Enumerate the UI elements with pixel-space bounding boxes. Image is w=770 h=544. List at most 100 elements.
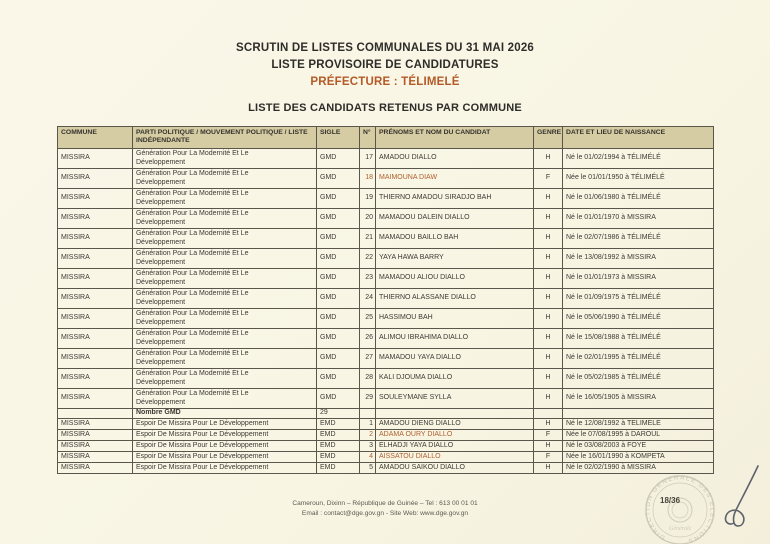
cell-num: 20	[359, 208, 376, 229]
candidate-row: MISSIRA Espoir De Missira Pour Le Dévelop…	[57, 429, 714, 441]
candidate-row: MISSIRA Espoir De Missira Pour Le Dévelop…	[57, 462, 714, 474]
column-header-5: GENRE	[533, 126, 563, 149]
cell-nom: KALI DJOUMA DIALLO	[375, 368, 534, 389]
footer-contacts: Email : contact@dge.gov.gn - Site Web: w…	[301, 510, 469, 517]
cell-genre: F	[533, 168, 563, 189]
cell-sigle: EMD	[316, 462, 360, 474]
cell-num: 23	[359, 268, 376, 289]
cell-commune: MISSIRA	[57, 188, 133, 209]
column-header-4: PRÉNOMS ET NOM DU CANDIDAT	[375, 126, 534, 149]
title-liste-candidats: LISTE DES CANDIDATS RETENUS PAR COMMUNE	[248, 102, 522, 114]
cell-nom	[375, 408, 534, 419]
cell-naissance: Né le 01/01/1973 à MISSIRA	[562, 268, 714, 289]
cell-naissance: Né le 15/08/1988 à TÉLIMÉLÉ	[562, 328, 714, 349]
cell-num: 5	[359, 462, 376, 474]
cell-num: 22	[359, 248, 376, 269]
cell-num: 2	[359, 429, 376, 441]
cell-commune: MISSIRA	[57, 288, 133, 309]
cell-naissance: Né le 05/02/1985 à TÉLIMÉLÉ	[562, 368, 714, 389]
cell-sigle: GMD	[316, 248, 360, 269]
cell-genre: H	[533, 148, 563, 169]
candidate-row: MISSIRA Génération Pour La Modernité Et L…	[57, 268, 714, 289]
cell-num: 21	[359, 228, 376, 249]
cell-parti: Génération Pour La Modernité Et Le Dével…	[132, 168, 317, 189]
cell-nom: SOULEYMANE SYLLA	[375, 388, 534, 409]
cell-sigle: 29	[316, 408, 360, 419]
candidate-row: MISSIRA Espoir De Missira Pour Le Dévelop…	[57, 440, 714, 452]
cell-parti: Génération Pour La Modernité Et Le Dével…	[132, 268, 317, 289]
title-prefecture: PRÉFECTURE : TÉLIMELÉ	[310, 76, 460, 88]
cell-genre: H	[533, 440, 563, 452]
cell-commune: MISSIRA	[57, 168, 133, 189]
cell-sigle: EMD	[316, 440, 360, 452]
cell-num: 26	[359, 328, 376, 349]
cell-num: 27	[359, 348, 376, 369]
candidate-row: MISSIRA Génération Pour La Modernité Et L…	[57, 308, 714, 329]
cell-naissance: Né le 02/07/1986 à TÉLIMÉLÉ	[562, 228, 714, 249]
cell-nom: AISSATOU DIALLO	[375, 451, 534, 463]
title-scrutin: SCRUTIN DE LISTES COMMUNALES DU 31 MAI 2…	[235, 42, 535, 54]
table-header-row: COMMUNE PARTI POLITIQUE / MOUVEMENT POLIT…	[57, 126, 714, 149]
cell-sigle: GMD	[316, 348, 360, 369]
cell-genre	[533, 408, 563, 419]
cell-naissance: Née le 01/01/1950 à TÉLIMÉLÉ	[562, 168, 714, 189]
cell-sigle: GMD	[316, 188, 360, 209]
column-header-6: DATE ET LIEU DE NAISSANCE	[562, 126, 714, 149]
column-header-0: COMMUNE	[57, 126, 133, 149]
page-number: 18/36	[660, 496, 681, 505]
cell-commune	[57, 408, 133, 419]
official-round-stamp: DIRECTION GENERALE DES ELECTIONS Général…	[644, 474, 715, 544]
cell-num: 4	[359, 451, 376, 463]
cell-num: 24	[359, 288, 376, 309]
cell-sigle: GMD	[316, 228, 360, 249]
cell-nom: MAMADOU DALEIN DIALLO	[375, 208, 534, 229]
cell-nom: MAMADOU BAILLO BAH	[375, 228, 534, 249]
cell-genre: H	[533, 268, 563, 289]
candidate-row: MISSIRA Génération Pour La Modernité Et L…	[57, 348, 714, 369]
document-header: SCRUTIN DE LISTES COMMUNALES DU 31 MAI 2…	[0, 40, 770, 91]
cell-nom: ELHADJI YAYA DIALLO	[375, 440, 534, 452]
cell-parti: Espoir De Missira Pour Le Développement	[132, 462, 317, 474]
cell-parti: Génération Pour La Modernité Et Le Dével…	[132, 368, 317, 389]
cell-parti: Génération Pour La Modernité Et Le Dével…	[132, 228, 317, 249]
cell-num	[359, 408, 376, 419]
cell-naissance: Né le 01/06/1980 à TÉLIMÉLÉ	[562, 188, 714, 209]
cell-commune: MISSIRA	[57, 248, 133, 269]
cell-parti: Espoir De Missira Pour Le Développement	[132, 429, 317, 441]
cell-naissance: Né le 01/02/1994 à TÉLIMÉLÉ	[562, 148, 714, 169]
cell-genre: F	[533, 451, 563, 463]
cell-commune: MISSIRA	[57, 440, 133, 452]
cell-nom: THIERNO AMADOU SIRADJO BAH	[375, 188, 534, 209]
cell-sigle: GMD	[316, 208, 360, 229]
footer-address: Cameroun, Dixinn – République de Guinée …	[292, 500, 478, 507]
candidate-row: MISSIRA Génération Pour La Modernité Et L…	[57, 388, 714, 409]
column-header-1: PARTI POLITIQUE / MOUVEMENT POLITIQUE / …	[132, 126, 317, 149]
candidate-row: MISSIRA Génération Pour La Modernité Et L…	[57, 208, 714, 229]
cell-num: 28	[359, 368, 376, 389]
cell-genre: H	[533, 228, 563, 249]
cell-genre: H	[533, 388, 563, 409]
cell-naissance: Né le 05/06/1990 à TÉLIMÉLÉ	[562, 308, 714, 329]
cell-genre: H	[533, 418, 563, 430]
cell-sigle: GMD	[316, 268, 360, 289]
candidates-table-wrap: COMMUNE PARTI POLITIQUE / MOUVEMENT POLIT…	[57, 126, 714, 474]
candidate-row: MISSIRA Génération Pour La Modernité Et L…	[57, 148, 714, 169]
cell-genre: H	[533, 248, 563, 269]
title-liste-provisoire: LISTE PROVISOIRE DE CANDIDATURES	[271, 59, 499, 71]
cell-num: 17	[359, 148, 376, 169]
cell-naissance: Né le 12/08/1992 à TELIMELE	[562, 418, 714, 430]
cell-parti: Génération Pour La Modernité Et Le Dével…	[132, 208, 317, 229]
cell-commune: MISSIRA	[57, 148, 133, 169]
cell-naissance: Né le 02/01/1995 à TÉLIMÉLÉ	[562, 348, 714, 369]
cell-naissance: Née le 16/01/1990 à KOMPETA	[562, 451, 714, 463]
candidate-row: MISSIRA Génération Pour La Modernité Et L…	[57, 288, 714, 309]
cell-nom: YAYA HAWA BARRY	[375, 248, 534, 269]
cell-num: 3	[359, 440, 376, 452]
cell-naissance: Né le 01/09/1975 à TÉLIMÉLÉ	[562, 288, 714, 309]
candidate-row: MISSIRA Génération Pour La Modernité Et L…	[57, 188, 714, 209]
cell-genre: H	[533, 328, 563, 349]
candidates-table: COMMUNE PARTI POLITIQUE / MOUVEMENT POLIT…	[57, 126, 714, 474]
candidate-row: MISSIRA Espoir De Missira Pour Le Dévelop…	[57, 451, 714, 463]
cell-sigle: GMD	[316, 368, 360, 389]
cell-parti: Génération Pour La Modernité Et Le Dével…	[132, 348, 317, 369]
